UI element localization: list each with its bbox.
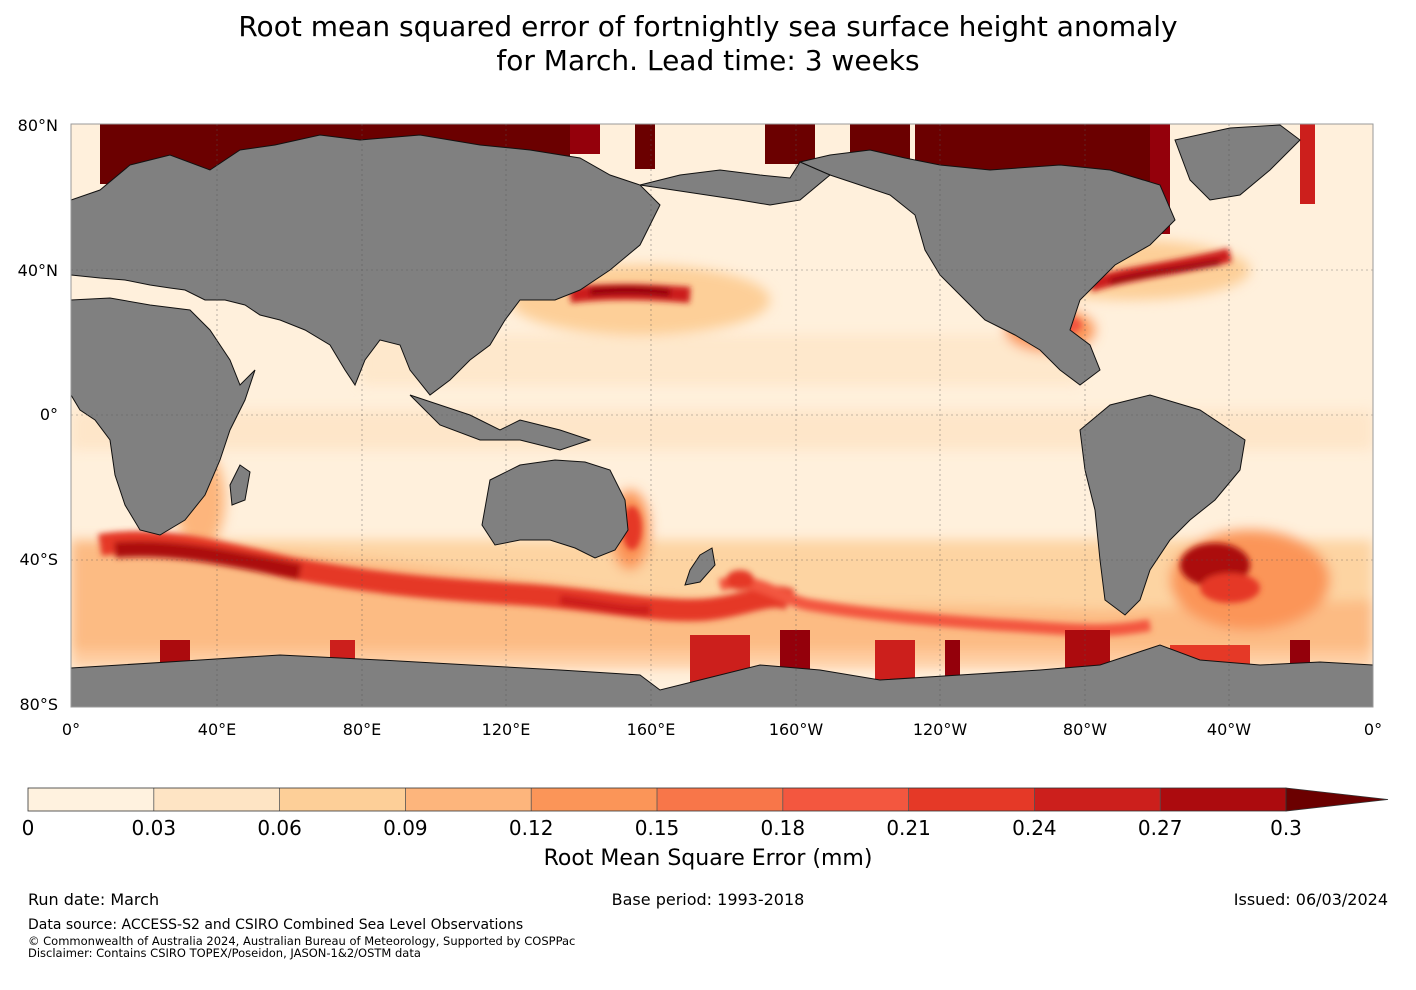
colorbar-tick-label: 0.12	[508, 816, 554, 840]
colorbar-tick-label: 0.3	[1270, 816, 1302, 840]
rmse-map	[70, 123, 1374, 708]
colorbar-segment	[279, 788, 406, 811]
colorbar-tick-label: 0.15	[634, 816, 680, 840]
colorbar-segment	[153, 788, 281, 811]
disclaimer: Disclaimer: Contains CSIRO TOPEX/Poseido…	[28, 946, 421, 960]
colorbar-frame	[27, 787, 1287, 812]
colorbar-segment	[1160, 788, 1287, 811]
colorbar	[27, 787, 1389, 812]
lon-label-80w: 80°W	[1062, 720, 1108, 739]
data-source: Data source: ACCESS-S2 and CSIRO Combine…	[28, 917, 524, 933]
chart-title-line1: Root mean squared error of fortnightly s…	[238, 10, 1178, 43]
colorbar-segment	[1034, 788, 1161, 811]
lon-label-0-left: 0°	[61, 720, 81, 739]
colorbar-tick-label: 0.24	[1012, 816, 1057, 840]
colorbar-segment	[657, 788, 784, 811]
colorbar-extend-arrow	[1285, 787, 1389, 812]
colorbar-segment	[28, 788, 155, 811]
land-africa	[71, 297, 256, 536]
land-new-zealand	[684, 547, 716, 586]
lat-label-80n: 80°N	[17, 116, 58, 135]
lon-label-0-right: 0°	[1363, 720, 1383, 739]
colorbar-segment	[782, 788, 910, 811]
land-australia	[481, 459, 629, 559]
lat-label-40n: 40°N	[17, 261, 58, 280]
land-europe-asia	[71, 134, 661, 396]
lat-label-40s: 40°S	[19, 550, 58, 569]
lon-label-160w: 160°W	[768, 720, 824, 739]
lon-label-120e: 120°E	[481, 720, 531, 739]
graticule	[71, 124, 1373, 707]
land-greenland	[1174, 124, 1301, 201]
run-date: Run date: March	[28, 890, 160, 909]
colorbar-segment	[908, 788, 1035, 811]
lat-label-80s: 80°S	[19, 695, 58, 714]
lon-label-40e: 40°E	[197, 720, 237, 739]
colorbar-tick-label: 0.21	[886, 816, 931, 840]
colorbar-tick-label: 0	[21, 816, 35, 840]
land-indonesia	[409, 394, 592, 451]
lon-label-160e: 160°E	[626, 720, 676, 739]
colorbar-tick-label: 0.03	[131, 816, 177, 840]
chart-title-line2: for March. Lead time: 3 weeks	[496, 44, 920, 77]
lon-label-80e: 80°E	[342, 720, 382, 739]
land-madagascar	[229, 464, 251, 506]
land-antarctica	[71, 644, 1373, 707]
colorbar-label: Root Mean Square Error (mm)	[543, 846, 873, 871]
issued-date: Issued: 06/03/2024	[1233, 890, 1388, 909]
colorbar-tick-label: 0.27	[1137, 816, 1183, 840]
land-north-america	[798, 149, 1176, 386]
base-period: Base period: 1993-2018	[611, 890, 805, 909]
copyright: © Commonwealth of Australia 2024, Austra…	[28, 934, 576, 948]
colorbar-segment	[405, 788, 532, 811]
land-alaska	[639, 161, 831, 206]
colorbar-tick-label: 0.18	[760, 816, 806, 840]
lon-label-40w: 40°W	[1206, 720, 1252, 739]
error-hotspots	[98, 248, 1260, 637]
lon-label-120w: 120°W	[912, 720, 968, 739]
colorbar-segment	[531, 788, 658, 811]
colorbar-tick-label: 0.06	[257, 816, 302, 840]
land-masses	[71, 124, 1373, 707]
lat-label-0: 0°	[39, 405, 58, 424]
colorbar-tick-label: 0.09	[383, 816, 428, 840]
map-frame	[70, 123, 1374, 708]
